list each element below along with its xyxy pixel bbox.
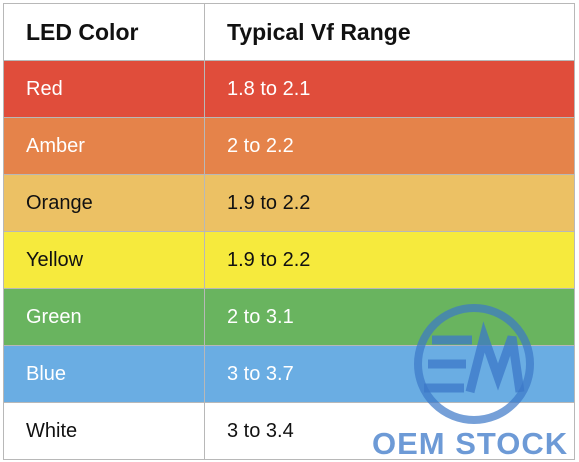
vf-table: LED Color Typical Vf Range Red 1.8 to 2.1… [3, 3, 575, 460]
cell: Green [3, 288, 205, 346]
cell: 2 to 2.2 [204, 117, 575, 175]
row: Orange 1.9 to 2.2 [3, 174, 575, 232]
cell: White [3, 402, 205, 460]
row: Blue 3 to 3.7 [3, 345, 575, 403]
header-cell: LED Color [3, 3, 205, 61]
row: Yellow 1.9 to 2.2 [3, 231, 575, 289]
cell: Red [3, 60, 205, 118]
header-row: LED Color Typical Vf Range [3, 3, 575, 61]
cell: Yellow [3, 231, 205, 289]
cell: 1.8 to 2.1 [204, 60, 575, 118]
header-cell: Typical Vf Range [204, 3, 575, 61]
cell: Orange [3, 174, 205, 232]
cell: 3 to 3.7 [204, 345, 575, 403]
cell: Amber [3, 117, 205, 175]
row: Green 2 to 3.1 [3, 288, 575, 346]
row: Amber 2 to 2.2 [3, 117, 575, 175]
cell: 1.9 to 2.2 [204, 231, 575, 289]
watermark-text: OEM STOCK [372, 426, 569, 461]
cell: 2 to 3.1 [204, 288, 575, 346]
cell: Blue [3, 345, 205, 403]
row: Red 1.8 to 2.1 [3, 60, 575, 118]
cell: 1.9 to 2.2 [204, 174, 575, 232]
